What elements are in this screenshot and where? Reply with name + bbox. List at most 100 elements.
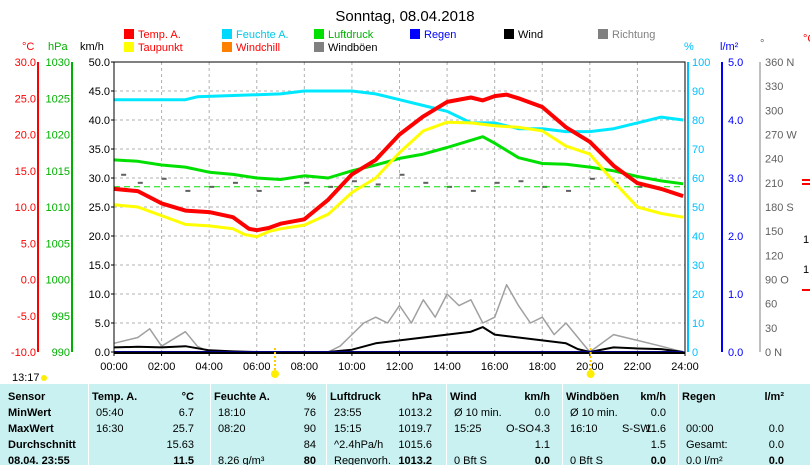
table-cell-sub: ^2.4hPa/h: [334, 439, 384, 451]
tick-label-hpa: 1000: [46, 275, 70, 287]
tick-label-kmh: 35.0: [89, 144, 110, 156]
series-taupunkt: [113, 120, 684, 239]
tick-label-x: 06:00: [243, 361, 271, 373]
tick-label-deg: 180 S: [765, 202, 794, 214]
table-row-label: Durchschnitt: [8, 439, 76, 451]
table-header-unit: hPa: [411, 391, 432, 403]
tick-label-hpa: 1030: [46, 57, 70, 69]
tick-label-x: 08:00: [291, 361, 319, 373]
table-cell-value: 84: [303, 439, 316, 451]
axis-unit-deg: °: [760, 38, 764, 50]
table-column-separator: [562, 384, 563, 465]
tick-label-x: 18:00: [528, 361, 556, 373]
table-cell-sub: Gesamt:: [686, 439, 728, 451]
tick-label-kmh: 45.0: [89, 86, 110, 98]
tick-label-pct: 20: [692, 289, 704, 301]
axis-unit-hpa: hPa: [48, 41, 68, 53]
legend-swatch: [314, 29, 324, 39]
statistics-table: Sensor Temp. A. °C Feuchte A.% Luftdruck hPa W…: [0, 384, 810, 465]
table-header-unit: °C: [181, 391, 194, 403]
grid: [114, 62, 685, 352]
axis-unit-cut: °C: [803, 33, 810, 45]
tick-label-lm2: 2.0: [728, 231, 743, 243]
tick-label-hpa: 1015: [46, 166, 70, 178]
table-cell-sub: 15:15: [334, 423, 362, 435]
table-header-unit: l/m²: [764, 391, 784, 403]
table-header-label: Luftdruck: [330, 391, 381, 403]
table-cell-sub: 00:00: [686, 423, 714, 435]
table-cell-value: 11.5: [173, 455, 194, 465]
table-cell-value: 1.1: [534, 439, 550, 451]
tick-label-pct: 10: [692, 318, 704, 330]
table-cell-value: 0.0: [768, 455, 784, 465]
tick-label-x: 22:00: [624, 361, 652, 373]
legend-swatch: [222, 29, 232, 39]
table-cell-value: 0.0: [650, 455, 666, 465]
table-row: Durchschnitt 15.63 84 ^2.4hPa/h 1015.6 1.1 1.5…: [0, 439, 810, 454]
tick-label-deg: 270 W: [765, 130, 797, 142]
tick-label-lm2: 1.0: [728, 289, 743, 301]
table-cell-sub: 05:40: [96, 407, 124, 419]
table-header-label: Feuchte A.: [214, 391, 270, 403]
cut-label: 1: [803, 264, 809, 276]
tick-label-hpa: 1010: [46, 202, 70, 214]
tick-label-x: 02:00: [148, 361, 176, 373]
table-column-separator: [210, 384, 211, 465]
legend-swatch: [222, 42, 232, 52]
tick-label-kmh: 5.0: [95, 318, 110, 330]
tick-label-deg: 60: [765, 299, 777, 311]
table-cell-sub: Ø 10 min.: [570, 407, 618, 419]
tick-label-pct: 100: [692, 57, 710, 69]
axis-units: °C hPa km/h% l/m² ° °C: [22, 33, 810, 53]
tick-label-hpa: 1020: [46, 130, 70, 142]
tick-label-x: 14:00: [433, 361, 461, 373]
table-column-separator: [446, 384, 447, 465]
legend-swatch: [410, 29, 420, 39]
table-cell-value: 25.7: [172, 423, 194, 435]
table-cell-value: 0.0: [534, 407, 550, 419]
table-cell-value: 90: [303, 423, 316, 435]
tick-label-deg: 300: [765, 105, 783, 117]
series-temp-a: [113, 92, 684, 233]
legend-swatch: [504, 29, 514, 39]
tick-label-deg: 360 N: [765, 57, 794, 69]
legend: Temp. A. Feuchte A. Luftdruck Regen Wind Rich…: [124, 29, 655, 54]
axis-unit-pct: %: [684, 41, 694, 53]
tick-label-temp: 15.0: [15, 166, 36, 178]
table-cell-sub: 18:10: [218, 407, 246, 419]
table-column-separator: [326, 384, 327, 465]
tick-label-x: 10:00: [338, 361, 366, 373]
tick-label-kmh: 40.0: [89, 115, 110, 127]
tick-label-x: 20:00: [576, 361, 604, 373]
tick-label-x: 12:00: [386, 361, 414, 373]
tick-label-pct: 60: [692, 173, 704, 185]
table-header-label: Wind: [450, 391, 477, 403]
tick-label-deg: 330: [765, 81, 783, 93]
tick-label-x: 00:00: [100, 361, 128, 373]
tick-label-deg: 150: [765, 226, 783, 238]
legend-label: Regen: [424, 29, 456, 41]
tick-label-deg: 90 O: [765, 275, 789, 287]
table-cell-sub: 0.0 l/m²: [686, 455, 723, 465]
tick-label-deg: 240: [765, 154, 783, 166]
tick-label-deg: 0 N: [765, 347, 782, 359]
sun-markers: 13:17: [12, 348, 595, 384]
tick-label-lm2: 4.0: [728, 115, 743, 127]
table-header-label: Windböen: [566, 391, 620, 403]
table-cell-value: 6.7: [178, 407, 194, 419]
table-cell-value: 1013.2: [398, 455, 432, 465]
tick-label-pct: 50: [692, 202, 704, 214]
legend-label: Windböen: [328, 42, 378, 54]
table-cell-value: 0.0: [768, 423, 784, 435]
table-cell-value: 1.5: [650, 439, 666, 451]
weather-chart: Sonntag, 08.04.2018 Temp. A. Feuchte A. Lu…: [10, 8, 810, 384]
table-column-separator: [88, 384, 89, 465]
tick-label-hpa: 990: [52, 347, 70, 359]
tick-label-temp: 25.0: [15, 93, 36, 105]
tick-label-pct: 90: [692, 86, 704, 98]
series-luftdruck: [113, 135, 684, 186]
tick-label-pct: 0: [692, 347, 698, 359]
tick-label-pct: 80: [692, 115, 704, 127]
table-row-label: MaxWert: [8, 423, 54, 435]
table-cell-sub: 08:20: [218, 423, 246, 435]
